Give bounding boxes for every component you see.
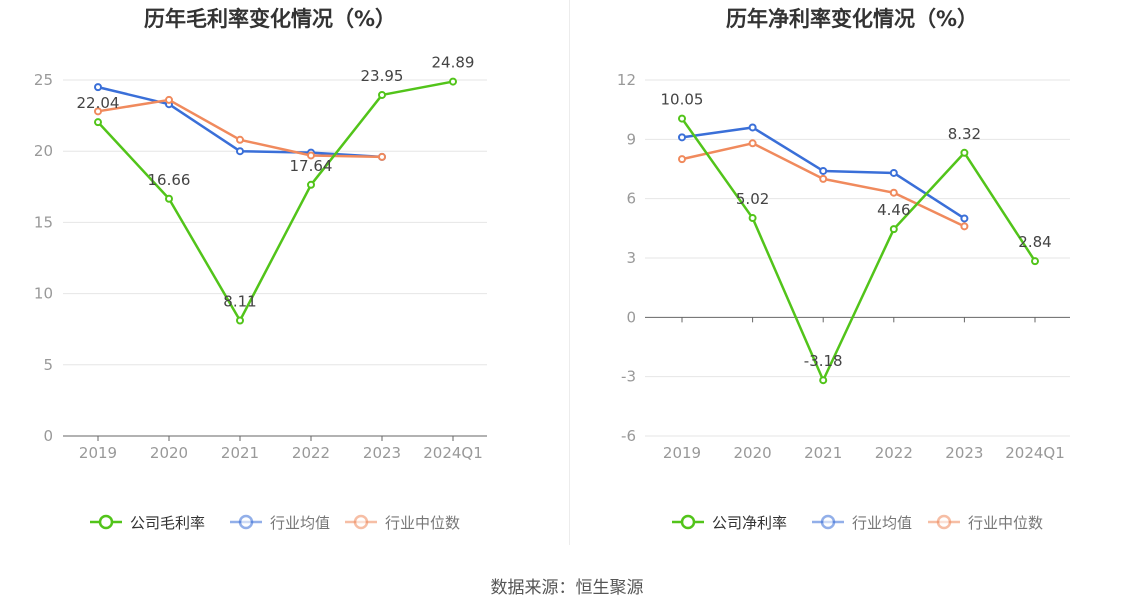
data-point-median bbox=[678, 155, 686, 164]
legend-swatch-marker bbox=[353, 514, 369, 530]
data-label: -3.18 bbox=[804, 352, 843, 370]
y-tick-label: 25 bbox=[34, 71, 53, 89]
data-point-avg bbox=[236, 147, 244, 156]
chart-title: 历年毛利率变化情况（%） bbox=[144, 7, 396, 31]
data-point-company bbox=[748, 214, 757, 223]
data-point-company bbox=[449, 77, 457, 86]
data-point-median bbox=[819, 174, 828, 183]
y-tick-label: 5 bbox=[43, 356, 53, 374]
series-line-median bbox=[681, 142, 965, 228]
legend-label: 公司净利率 bbox=[712, 514, 787, 532]
y-tick-label: 10 bbox=[34, 285, 53, 303]
data-point-median bbox=[748, 139, 757, 148]
data-point-company bbox=[378, 90, 386, 99]
data-point-avg bbox=[678, 133, 686, 142]
x-tick-label: 2022 bbox=[875, 444, 913, 462]
data-point-company bbox=[165, 194, 173, 203]
data-point-median bbox=[165, 95, 173, 104]
data-point-median bbox=[94, 107, 102, 116]
x-tick-label: 2019 bbox=[663, 444, 701, 462]
data-label: 4.46 bbox=[877, 201, 910, 219]
series-line-avg bbox=[97, 85, 383, 159]
y-tick-label: 12 bbox=[617, 71, 636, 89]
legend-label: 行业均值 bbox=[852, 514, 912, 532]
legend-swatch-marker bbox=[936, 514, 952, 530]
data-point-median bbox=[960, 222, 969, 231]
data-point-company bbox=[94, 118, 102, 127]
x-tick-label: 2021 bbox=[221, 444, 259, 462]
data-point-company bbox=[678, 114, 686, 123]
series-line-company bbox=[680, 117, 1037, 382]
data-point-company bbox=[1031, 257, 1039, 266]
y-tick-label: 9 bbox=[626, 130, 636, 148]
data-point-company bbox=[307, 180, 315, 189]
series-line-company bbox=[97, 80, 454, 322]
legend-swatch-marker bbox=[680, 514, 696, 530]
legend-swatch-marker bbox=[98, 514, 114, 530]
data-label: 8.11 bbox=[223, 293, 256, 311]
data-label: 22.04 bbox=[77, 94, 120, 112]
x-tick-label: 2019 bbox=[79, 444, 117, 462]
x-tick-label: 2023 bbox=[945, 444, 983, 462]
x-tick-label: 2024Q1 bbox=[423, 444, 483, 462]
x-tick-label: 2020 bbox=[150, 444, 188, 462]
data-point-avg bbox=[748, 123, 757, 132]
x-tick-label: 2022 bbox=[292, 444, 330, 462]
data-label: 2.84 bbox=[1018, 233, 1051, 251]
data-point-median bbox=[236, 135, 244, 144]
data-label: 16.66 bbox=[148, 171, 191, 189]
chart-title: 历年净利率变化情况（%） bbox=[726, 7, 978, 31]
legend-label: 行业均值 bbox=[270, 514, 330, 532]
x-tick-label: 2020 bbox=[734, 444, 772, 462]
data-label: 24.89 bbox=[432, 54, 475, 72]
data-label: 10.05 bbox=[661, 91, 704, 109]
y-tick-label: -6 bbox=[621, 427, 636, 445]
data-label: 5.02 bbox=[736, 190, 769, 208]
legend-swatch-marker bbox=[820, 514, 836, 530]
x-tick-label: 2021 bbox=[804, 444, 842, 462]
chart-divider bbox=[569, 0, 570, 545]
data-point-avg bbox=[889, 168, 898, 177]
legend-swatch-marker bbox=[238, 514, 254, 530]
x-tick-label: 2024Q1 bbox=[1005, 444, 1065, 462]
data-label: 23.95 bbox=[361, 67, 404, 85]
data-source-note: 数据来源：恒生聚源 bbox=[490, 578, 644, 598]
x-tick-label: 2023 bbox=[363, 444, 401, 462]
data-point-avg bbox=[94, 83, 102, 92]
data-point-median bbox=[307, 151, 315, 160]
data-point-avg bbox=[960, 214, 969, 223]
y-tick-label: 15 bbox=[34, 213, 53, 231]
chart-1: 历年毛利率变化情况（%） 0 5 10 15 20 25 2019 2020 2021 2022 20… bbox=[34, 7, 487, 532]
legend-label: 公司毛利率 bbox=[130, 514, 205, 532]
y-tick-label: 0 bbox=[43, 427, 53, 445]
y-tick-label: -3 bbox=[621, 368, 636, 386]
y-tick-label: 20 bbox=[34, 142, 53, 160]
y-tick-label: 6 bbox=[626, 190, 636, 208]
data-point-company bbox=[960, 148, 969, 157]
data-point-median bbox=[889, 188, 898, 197]
data-point-avg bbox=[819, 166, 828, 175]
data-point-median bbox=[378, 152, 386, 161]
y-tick-label: 0 bbox=[626, 308, 636, 326]
chart-2: 历年净利率变化情况（%） -6 -3 0 3 6 9 12 2019 2020 2021 2022 20… bbox=[617, 7, 1070, 532]
legend-label: 行业中位数 bbox=[385, 514, 460, 532]
data-point-company bbox=[819, 376, 828, 385]
data-label: 8.32 bbox=[948, 125, 981, 143]
data-label: 17.64 bbox=[290, 157, 333, 175]
y-tick-label: 3 bbox=[626, 249, 636, 267]
data-point-company bbox=[889, 225, 898, 234]
legend-label: 行业中位数 bbox=[968, 514, 1043, 532]
data-point-company bbox=[236, 316, 244, 325]
